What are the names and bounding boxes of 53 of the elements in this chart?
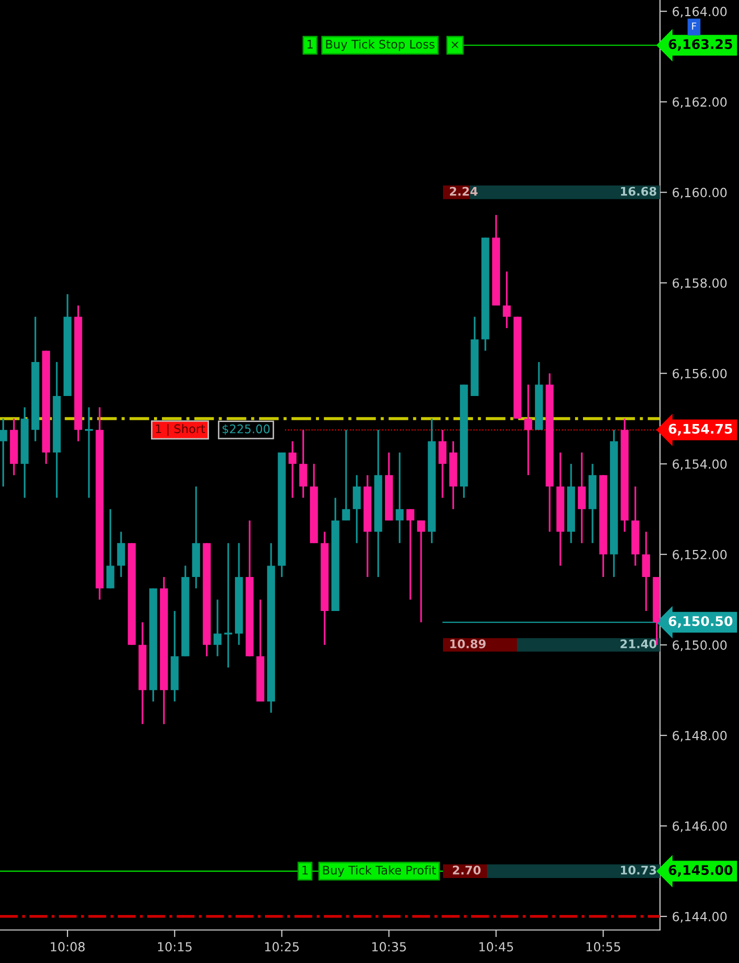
x-tick-label: 10:15 — [158, 942, 192, 952]
candlestick — [342, 429, 350, 522]
ref-line-label: 6,150.50 — [668, 616, 732, 628]
annotation: Buy Tick Stop Loss — [326, 40, 434, 51]
candlestick — [524, 384, 532, 476]
x-tick-label: 10:45 — [479, 942, 513, 952]
candlestick — [406, 508, 414, 600]
candlestick — [352, 474, 361, 544]
annotation: 16.68 — [620, 186, 656, 196]
y-tick-label: 6,146.00 — [672, 821, 727, 832]
x-tick-label: 10:35 — [372, 942, 406, 952]
text: F — [692, 22, 696, 30]
annotation: 1 — [308, 40, 313, 49]
candlestick — [117, 530, 126, 578]
annotation: 1 — [302, 866, 308, 874]
annotation: 1 | Short — [156, 424, 206, 436]
x-tick-label: 10:55 — [586, 942, 620, 952]
y-tick-label: 6,154.00 — [672, 459, 727, 470]
y-tick-label: 6,158.00 — [672, 278, 727, 290]
candlestick — [84, 406, 93, 499]
y-tick-label: 6,162.00 — [672, 97, 727, 108]
ref-line-label: 6,145.00 — [668, 865, 732, 877]
annotation: Buy Tick Take Profit — [323, 865, 436, 877]
y-tick-label: 6,156.00 — [672, 368, 727, 380]
annotation: 2.70 — [452, 866, 481, 875]
candlestick — [502, 270, 511, 329]
candlestick — [0, 418, 8, 488]
annotation: $225.00 — [222, 424, 270, 435]
annotation: 2.24 — [450, 186, 478, 196]
candlestick — [299, 429, 308, 499]
candlestick — [288, 440, 296, 499]
candlestick — [578, 452, 586, 544]
y-tick-label: 6,148.00 — [672, 730, 727, 742]
y-tick-label: 6,152.00 — [672, 550, 727, 561]
y-tick-label: 6,150.00 — [672, 640, 727, 652]
x-tick-label: 10:25 — [265, 942, 299, 952]
candlestick — [224, 542, 232, 668]
y-tick-label: 6,164.00 — [672, 6, 727, 18]
y-tick-label: 6,160.00 — [672, 188, 727, 199]
candlestick — [214, 598, 222, 658]
x-tick-label: 10:08 — [50, 942, 85, 952]
annotation: 10.89 — [450, 639, 486, 648]
annotation: 21.40 — [620, 639, 656, 648]
candlestick — [396, 452, 404, 544]
ref-line-label: 6,154.75 — [668, 424, 732, 436]
ref-line-label: 6,163.25 — [668, 39, 732, 51]
y-tick-label: 6,144.00 — [672, 912, 727, 923]
candlestick — [417, 520, 426, 624]
candlestick — [642, 530, 650, 612]
candlestick — [438, 429, 446, 499]
annotation: × — [452, 41, 458, 48]
candlestick — [106, 508, 114, 590]
annotation: 10.73 — [620, 866, 656, 875]
